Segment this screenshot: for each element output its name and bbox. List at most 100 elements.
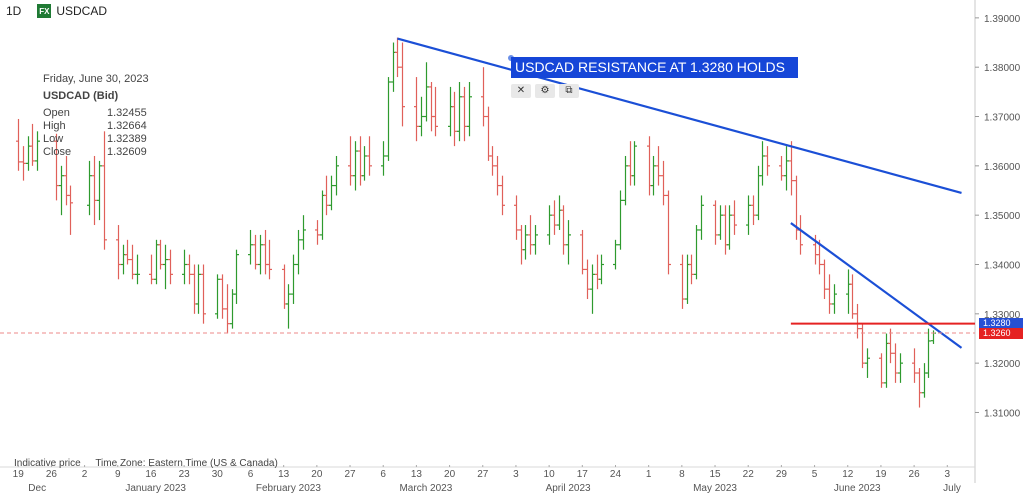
ohlc-bar <box>87 160 92 216</box>
x-tick-label: 5 <box>812 469 818 480</box>
ohlc-bar <box>666 190 671 275</box>
ohlc-bar <box>234 249 239 304</box>
ohlc-bar <box>628 141 633 186</box>
ohlc-bar <box>689 254 694 285</box>
ohlc-bar <box>519 225 524 265</box>
ohlc-bar <box>158 239 163 270</box>
ohlc-bar <box>315 220 320 245</box>
ohlc-bar <box>789 141 794 196</box>
ohlc-bar <box>192 264 197 314</box>
ohlc-bar <box>21 146 26 181</box>
x-tick-label: 16 <box>145 469 157 480</box>
ohlc-bar <box>225 284 230 334</box>
legend-open-row: Open 1.32455 <box>43 107 149 120</box>
x-tick-label: 13 <box>411 469 423 480</box>
ohlc-bar <box>713 200 718 245</box>
x-tick-label: 9 <box>115 469 121 480</box>
ohlc-bar <box>723 205 728 255</box>
ohlc-bar <box>286 284 291 329</box>
close-icon[interactable]: ✕ <box>511 84 531 98</box>
ohlc-bar <box>301 215 306 250</box>
ohlc-bar <box>718 205 723 240</box>
month-label: January 2023 <box>125 483 186 493</box>
ohlc-bar <box>647 136 652 196</box>
ohlc-bar <box>912 348 917 383</box>
month-label: June 2023 <box>834 483 881 493</box>
ohlc-bar <box>817 239 822 275</box>
x-tick-label: 30 <box>212 469 224 480</box>
ohlc-bar <box>68 185 73 235</box>
x-tick-label: 27 <box>477 469 489 480</box>
chart-footer: Indicative price Time Zone: Eastern Time… <box>14 458 290 469</box>
ohlc-bar <box>746 195 751 235</box>
ohlc-bar <box>187 254 192 285</box>
ohlc-bar <box>35 131 40 171</box>
x-tick-label: 26 <box>909 469 921 480</box>
ohlc-bar <box>888 328 893 364</box>
ohlc-bar <box>528 215 533 255</box>
ohlc-bar <box>651 155 656 196</box>
ohlc-bar <box>798 215 803 255</box>
ohlc-bar <box>220 274 225 319</box>
ohlc-bar <box>296 229 301 275</box>
ohlc-bar <box>182 249 187 285</box>
ohlc-bar <box>618 190 623 250</box>
x-tick-label: 20 <box>311 469 323 480</box>
ohlc-bar <box>661 160 666 206</box>
ohlc-bar <box>154 239 159 285</box>
ohlc-bar <box>680 254 685 309</box>
ohlc-bar <box>59 165 64 216</box>
ohlc-bar <box>931 330 936 344</box>
ohlc-bar <box>917 368 922 408</box>
ohlc-bar <box>92 155 97 226</box>
ohlc-bar <box>163 244 168 290</box>
ohlc-bar <box>926 328 931 378</box>
ohlc-bar <box>400 42 405 127</box>
y-tick-label: 1.31000 <box>984 408 1021 419</box>
trendline <box>790 222 963 349</box>
ohlc-bar <box>832 284 837 314</box>
ohlc-bar <box>481 67 486 127</box>
ohlc-bar <box>699 195 704 240</box>
y-tick-label: 1.34000 <box>984 260 1021 271</box>
ohlc-bar <box>514 195 519 240</box>
x-tick-label: 26 <box>46 469 58 480</box>
ohlc-bar <box>64 155 69 206</box>
symbol-label[interactable]: USDCAD <box>56 4 108 18</box>
gear-icon[interactable]: ⚙ <box>535 84 555 98</box>
legend-value: 1.32389 <box>107 133 147 145</box>
ohlc-bar <box>248 229 253 265</box>
x-tick-label: 6 <box>248 469 254 480</box>
x-tick-label: 3 <box>945 469 951 480</box>
x-tick-label: 24 <box>610 469 622 480</box>
ohlc-bar <box>102 131 107 250</box>
x-tick-label: 3 <box>513 469 519 480</box>
ohlc-bar <box>348 136 353 186</box>
ohlc-bar <box>827 274 832 314</box>
y-tick-label: 1.32000 <box>984 359 1021 370</box>
ohlc-bar <box>656 146 661 186</box>
ohlc-bar <box>566 220 571 265</box>
ohlc-bar <box>756 165 761 221</box>
ohlc-bar <box>523 225 528 260</box>
interval-selector[interactable]: 1D <box>6 4 22 18</box>
copy-icon[interactable]: ⧉ <box>559 84 579 98</box>
ohlc-bar <box>429 81 434 132</box>
time-axis: 19 26 2 9 16 23 30 6 13 20 27 6 13 20 27 3 10 17 24 1 8 15 22 2… <box>13 465 961 493</box>
legend-value: 1.32664 <box>107 120 147 132</box>
ohlc-bars <box>16 37 936 408</box>
ohlc-bar <box>865 348 870 378</box>
y-tick-label: 1.38000 <box>984 63 1021 74</box>
annotation-label[interactable]: USDCAD RESISTANCE AT 1.3280 HOLDS <box>511 57 798 78</box>
ohlc-bar <box>282 264 287 309</box>
y-tick-label: 1.33000 <box>984 310 1021 321</box>
x-tick-label: 12 <box>842 469 854 480</box>
drawn-lines <box>0 37 975 349</box>
ohlc-bar <box>395 37 400 78</box>
legend-label: Close <box>43 146 72 158</box>
ohlc-bar <box>557 195 562 230</box>
fx-icon: FX <box>37 4 52 18</box>
x-tick-label: 10 <box>544 469 556 480</box>
month-label: May 2023 <box>693 483 737 493</box>
